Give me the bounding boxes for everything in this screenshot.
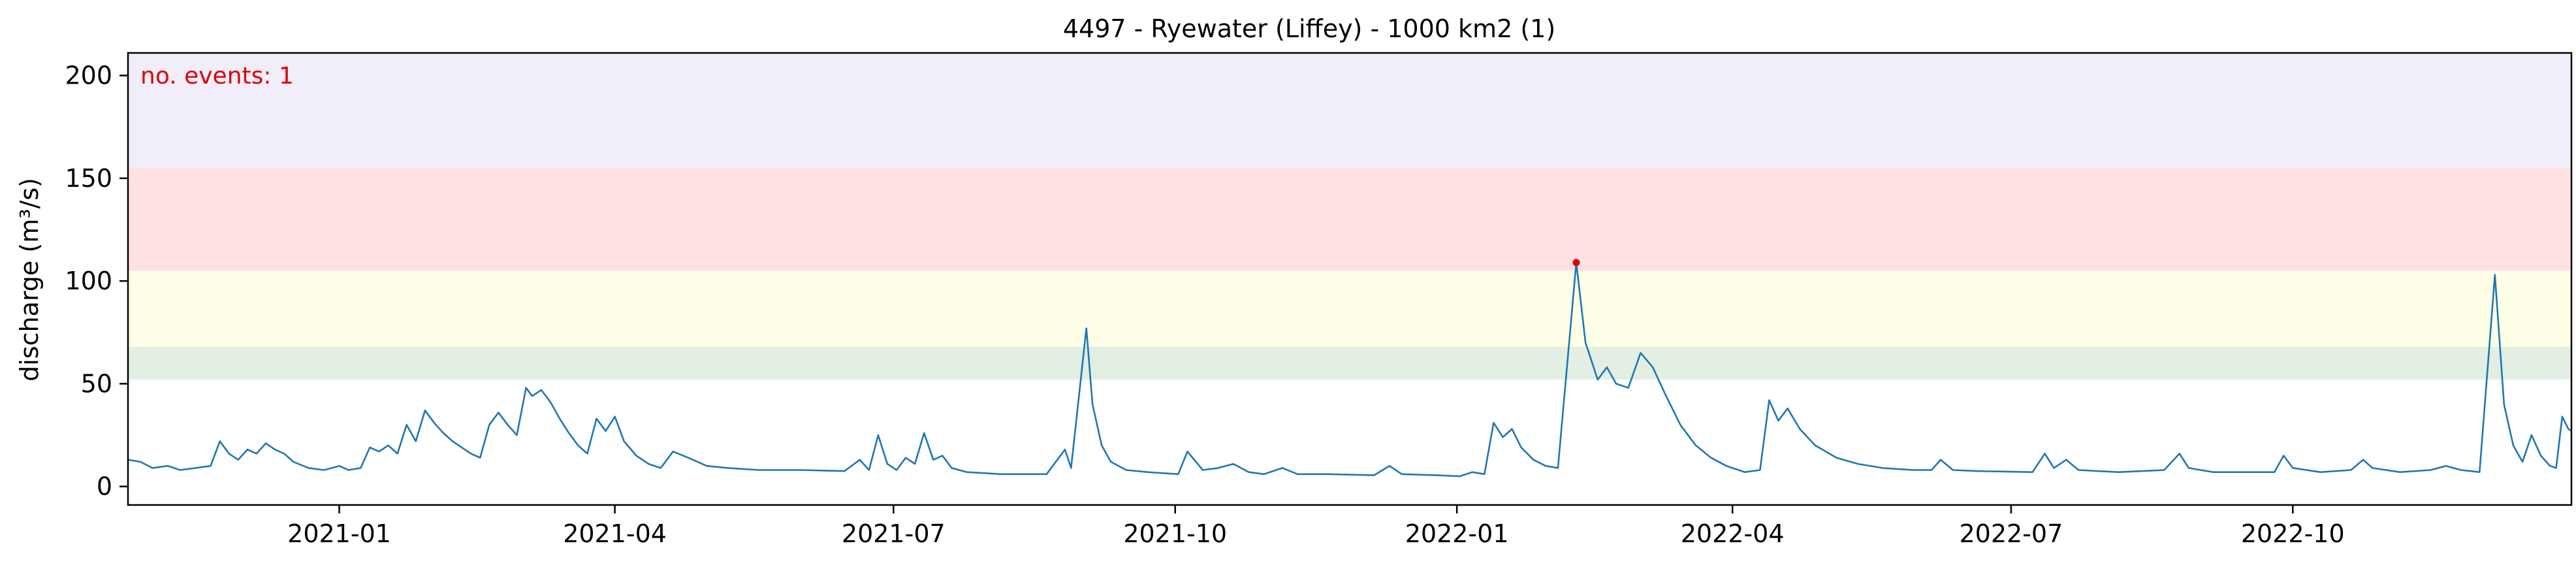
y-tick-label: 100 bbox=[65, 267, 112, 295]
y-tick-label: 50 bbox=[81, 369, 112, 398]
event-count-annotation: no. events: 1 bbox=[140, 63, 294, 89]
y-tick-label: 150 bbox=[65, 164, 112, 193]
x-tick-label: 2022-10 bbox=[2241, 519, 2345, 548]
discharge-series bbox=[127, 261, 2572, 478]
threshold-band bbox=[128, 168, 2571, 271]
x-axis: 2021-01 2021-04 2021-07 2021-10 2022-01 2022-… bbox=[287, 505, 2345, 548]
plot-frame bbox=[127, 52, 2573, 506]
threshold-band bbox=[128, 270, 2571, 347]
event-markers bbox=[1572, 259, 1580, 267]
x-tick-label: 2021-10 bbox=[1123, 519, 1227, 548]
y-axis: 0 50 100 150 200 bbox=[65, 61, 128, 501]
y-axis-label: discharge (m³/s) bbox=[15, 178, 44, 382]
y-tick-label: 200 bbox=[65, 61, 112, 90]
x-tick-label: 2022-01 bbox=[1405, 519, 1509, 548]
event-point bbox=[1572, 259, 1580, 267]
x-tick-label: 2021-01 bbox=[287, 519, 391, 548]
threshold-bands bbox=[128, 53, 2571, 380]
x-tick-label: 2022-04 bbox=[1681, 519, 1785, 548]
chart-title: 4497 - Ryewater (Liffey) - 1000 km2 (1) bbox=[1063, 14, 1555, 43]
discharge-line bbox=[127, 261, 2572, 478]
threshold-band bbox=[128, 346, 2571, 380]
threshold-band bbox=[128, 53, 2571, 169]
x-tick-label: 2022-07 bbox=[1959, 519, 2063, 548]
x-tick-label: 2021-04 bbox=[563, 519, 667, 548]
y-tick-label: 0 bbox=[97, 472, 112, 501]
x-tick-label: 2021-07 bbox=[842, 519, 946, 548]
